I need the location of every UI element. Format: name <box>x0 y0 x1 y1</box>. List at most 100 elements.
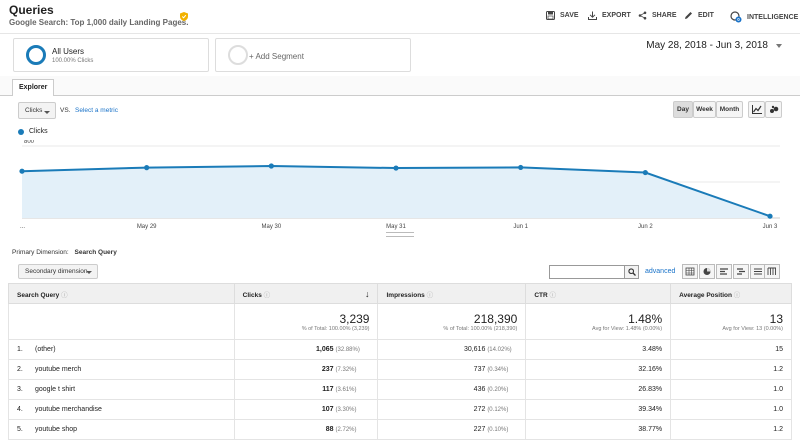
chart-resize-handle[interactable] <box>386 232 414 237</box>
chart-legend: Clicks <box>18 128 48 135</box>
chart-panel: Clicks VS. Select a metric Day Week Mont… <box>0 96 800 246</box>
performance-view-button[interactable] <box>716 264 732 279</box>
bubble-chart-icon <box>769 105 778 113</box>
segment-color-icon <box>26 45 46 65</box>
col-search-query[interactable]: Search Query ⓘ <box>8 283 235 304</box>
page-subtitle: Google Search: Top 1,000 daily Landing P… <box>9 18 189 27</box>
day-button[interactable]: Day <box>673 101 693 118</box>
segment-percent: 100.00% Clicks <box>52 58 94 64</box>
grid-icon <box>685 267 695 276</box>
bar-list-icon <box>720 268 728 275</box>
x-tick-label: ... <box>20 224 25 230</box>
report-header: Queries Google Search: Top 1,000 daily L… <box>0 0 800 34</box>
chevron-down-icon <box>776 43 782 48</box>
vs-label: VS. <box>60 107 71 114</box>
pencil-icon <box>685 12 692 19</box>
table-row: 2. youtube merch 237 (7.32%) 737 (0.34%) … <box>8 359 792 380</box>
x-tick-label: Jun 3 <box>763 224 778 230</box>
line-chart-toggle[interactable] <box>748 101 765 118</box>
col-ctr[interactable]: CTR ⓘ <box>525 283 672 304</box>
page-title: Queries <box>9 3 54 17</box>
percentage-view-button[interactable] <box>699 264 715 279</box>
total-clicks-sub: % of Total: 100.00% (3,239) <box>301 325 370 332</box>
series-area <box>22 165 770 218</box>
search-button[interactable] <box>625 265 639 279</box>
data-point <box>19 168 25 174</box>
edit-button[interactable]: EDIT <box>684 11 714 20</box>
segment-all-users[interactable]: All Users 100.00% Clicks <box>13 38 209 72</box>
x-tick-label: May 29 <box>137 224 157 230</box>
export-button[interactable]: EXPORT <box>588 11 631 20</box>
secondary-dimension-dropdown[interactable]: Secondary dimension <box>18 264 98 279</box>
caret-down-icon <box>44 111 50 114</box>
table-row: 4. youtube merchandise 107 (3.30%) 272 (0… <box>8 399 792 420</box>
add-segment-button[interactable]: + Add Segment <box>215 38 411 72</box>
x-tick-label: May 31 <box>386 224 406 230</box>
x-tick-label: Jun 2 <box>638 224 653 230</box>
tab-bar: Explorer <box>0 76 800 97</box>
data-view-button[interactable] <box>682 264 698 279</box>
data-point <box>268 163 274 169</box>
query-link[interactable]: (other) <box>35 346 56 353</box>
data-point <box>767 213 773 219</box>
col-average-position[interactable]: Average Position ⓘ <box>670 283 792 304</box>
total-position: 13 <box>769 311 783 326</box>
y-tick-label: 800 <box>24 140 35 145</box>
col-clicks[interactable]: Clicks ⓘ ↓ <box>233 283 379 304</box>
total-impressions-sub: % of Total: 100.00% (218,390) <box>443 325 518 332</box>
intelligence-button[interactable]: 0 INTELLIGENCE <box>730 11 798 23</box>
x-tick-label: Jun 1 <box>513 224 528 230</box>
date-range-label: May 28, 2018 - Jun 3, 2018 <box>646 40 768 51</box>
primary-dimension-value[interactable]: Search Query <box>74 249 117 256</box>
query-link[interactable]: google t shirt <box>35 386 76 393</box>
save-button[interactable]: SAVE <box>546 11 579 20</box>
total-ctr: 1.48% <box>628 311 663 326</box>
comparison-view-button[interactable] <box>733 264 749 279</box>
month-button[interactable]: Month <box>716 101 743 118</box>
table-row: 5. youtube shop 88 (2.72%) 227 (0.10%) 38… <box>8 419 792 440</box>
data-point <box>393 165 399 171</box>
data-point <box>518 164 524 171</box>
primary-dimension: Primary Dimension: Search Query <box>12 249 117 256</box>
intelligence-icon: 0 <box>730 11 742 23</box>
advanced-filter-link[interactable]: advanced <box>645 268 676 275</box>
pie-icon <box>703 268 711 275</box>
comparison-icon <box>737 268 745 275</box>
query-link[interactable]: youtube merchandise <box>35 406 102 413</box>
tab-explorer[interactable]: Explorer <box>12 79 55 97</box>
results-table: Search Query ⓘ Clicks ⓘ ↓ Impressions ⓘ C… <box>8 283 792 440</box>
table-row: 1. (other) 1,065 (32.88%) 30,616 (14.02%)… <box>8 339 792 360</box>
total-position-sub: Avg for View: 13 (0.00%) <box>722 325 783 332</box>
legend-label: Clicks <box>29 128 48 135</box>
legend-dot <box>18 128 24 135</box>
table-search-input[interactable] <box>549 265 625 279</box>
share-button[interactable]: SHARE <box>638 11 677 20</box>
total-ctr-sub: Avg for View: 1.48% (0.00%) <box>592 325 663 332</box>
segment-name: All Users <box>52 47 85 56</box>
line-chart-icon <box>751 105 762 114</box>
date-range-picker[interactable]: May 28, 2018 - Jun 3, 2018 <box>646 40 782 51</box>
data-point <box>642 169 648 176</box>
shield-icon <box>180 12 188 23</box>
search-icon <box>627 268 636 276</box>
query-link[interactable]: youtube shop <box>35 426 78 433</box>
col-impressions[interactable]: Impressions ⓘ <box>377 283 527 304</box>
empty-segment-icon <box>228 45 248 65</box>
pivot-icon <box>767 267 776 275</box>
download-icon <box>588 11 597 20</box>
add-segment-label: + Add Segment <box>249 52 304 61</box>
sort-down-icon: ↓ <box>364 288 370 299</box>
share-icon <box>638 11 647 20</box>
total-clicks: 3,239 <box>339 311 370 326</box>
total-impressions: 218,390 <box>473 311 518 326</box>
query-link[interactable]: youtube merch <box>35 366 82 373</box>
primary-dimension-label: Primary Dimension: <box>12 249 69 256</box>
metric-dropdown[interactable]: Clicks <box>18 102 56 119</box>
table-header-row: Search Query ⓘ Clicks ⓘ ↓ Impressions ⓘ C… <box>8 283 792 304</box>
select-metric-link[interactable]: Select a metric <box>75 107 118 114</box>
pivot-view-button[interactable] <box>764 264 780 279</box>
data-point <box>144 165 150 171</box>
week-button[interactable]: Week <box>693 101 716 118</box>
motion-chart-toggle[interactable] <box>765 101 782 118</box>
